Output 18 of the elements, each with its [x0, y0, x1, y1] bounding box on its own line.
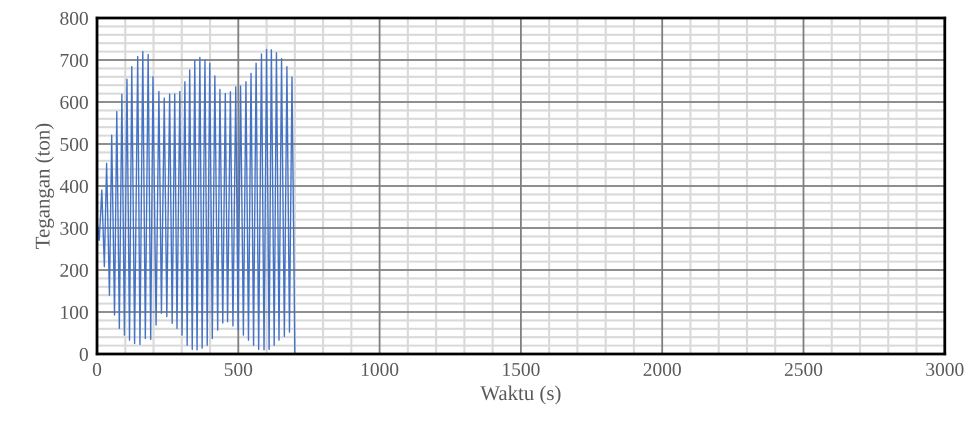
y-axis-title: Tegangan (ton): [35, 124, 54, 249]
x-tick-label: 1000: [362, 362, 398, 376]
y-tick-label: 700: [60, 54, 88, 67]
x-tick-label: 2500: [784, 362, 822, 376]
x-axis-title: Waktu (s): [480, 386, 561, 404]
y-tick-label: 0: [80, 348, 88, 361]
y-tick-label: 300: [60, 222, 88, 235]
x-tick-label: 1500: [503, 362, 540, 376]
y-tick-label: 200: [60, 264, 88, 277]
y-tick-label: 100: [61, 306, 88, 319]
y-tick-label: 800: [60, 12, 88, 25]
y-tick-label: 500: [60, 138, 88, 151]
y-tick-label: 600: [60, 96, 88, 109]
y-tick-label: 400: [60, 180, 88, 193]
x-tick-label: 3000: [926, 362, 964, 376]
x-tick-label: 0: [92, 362, 102, 376]
x-tick-label: 500: [224, 362, 252, 376]
x-tick-label: 2000: [644, 362, 681, 376]
